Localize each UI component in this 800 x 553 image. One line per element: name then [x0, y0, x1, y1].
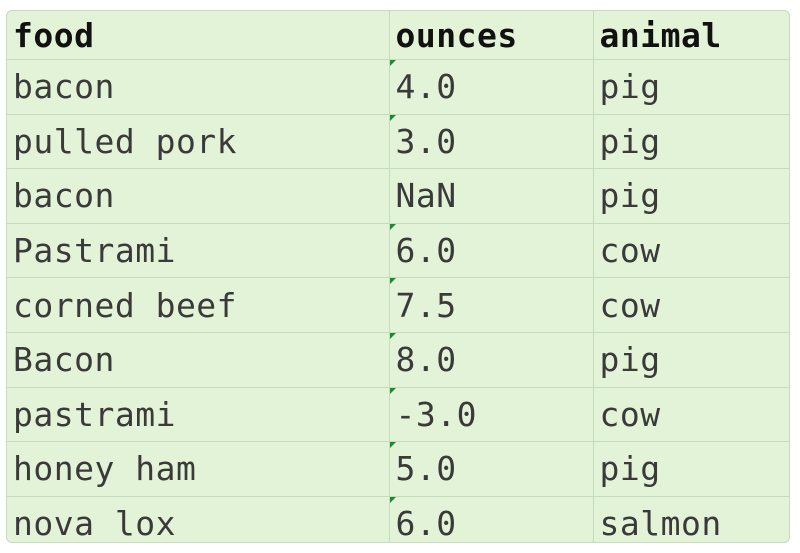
cell-ounces[interactable]: -3.0 — [389, 387, 594, 443]
cell-food[interactable]: bacon — [7, 168, 390, 224]
cell-animal[interactable]: pig — [593, 441, 789, 497]
data-table-panel: food ounces animal bacon 4.0 pig pulled por… — [6, 10, 790, 543]
cell-food[interactable]: Bacon — [7, 332, 390, 388]
cell-animal[interactable]: pig — [593, 168, 789, 224]
cell-ounces[interactable]: 7.5 — [389, 277, 594, 333]
cell-ounces[interactable]: 6.0 — [389, 223, 594, 279]
cell-animal[interactable]: cow — [593, 387, 789, 443]
header-animal[interactable]: animal — [593, 11, 789, 60]
cell-ounces[interactable]: NaN — [389, 168, 594, 224]
cell-food[interactable]: pastrami — [7, 387, 390, 443]
cell-animal[interactable]: cow — [593, 277, 789, 333]
cell-food[interactable]: pulled pork — [7, 114, 390, 170]
table-row: honey ham 5.0 pig — [7, 441, 789, 497]
header-ounces[interactable]: ounces — [389, 11, 594, 60]
cell-ounces[interactable]: 5.0 — [389, 441, 594, 497]
cell-ounces[interactable]: 4.0 — [389, 59, 594, 115]
table-row: pastrami -3.0 cow — [7, 387, 789, 443]
table-row: corned beef 7.5 cow — [7, 277, 789, 333]
cell-food[interactable]: bacon — [7, 59, 390, 115]
cell-food[interactable]: corned beef — [7, 277, 390, 333]
cell-ounces[interactable]: 6.0 — [389, 496, 594, 542]
header-food[interactable]: food — [7, 11, 390, 60]
cell-ounces[interactable]: 3.0 — [389, 114, 594, 170]
table-row: pulled pork 3.0 pig — [7, 114, 789, 170]
cell-animal[interactable]: salmon — [599, 504, 722, 543]
cell-animal[interactable]: pig — [593, 114, 789, 170]
table-row: Pastrami 6.0 cow — [7, 223, 789, 279]
cell-ounces[interactable]: 8.0 — [389, 332, 594, 388]
cell-animal[interactable]: pig — [593, 332, 789, 388]
cell-animal[interactable]: pig — [593, 59, 789, 115]
cell-food[interactable]: honey ham — [7, 441, 390, 497]
table-body: bacon 4.0 pig pulled pork 3.0 pig bacon NaN pig P… — [7, 59, 789, 543]
cell-food[interactable]: Pastrami — [7, 223, 390, 279]
header-row: food ounces animal — [7, 11, 789, 60]
table-row: Bacon 8.0 pig — [7, 332, 789, 388]
cell-food[interactable]: nova lox — [7, 496, 390, 542]
table-row: bacon 4.0 pig — [7, 59, 789, 115]
table-row: nova lox 6.0 salmon — [7, 496, 789, 543]
data-table: food ounces animal bacon 4.0 pig pulled por… — [7, 11, 789, 543]
table-row: bacon NaN pig — [7, 168, 789, 224]
cell-animal[interactable]: cow — [593, 223, 789, 279]
